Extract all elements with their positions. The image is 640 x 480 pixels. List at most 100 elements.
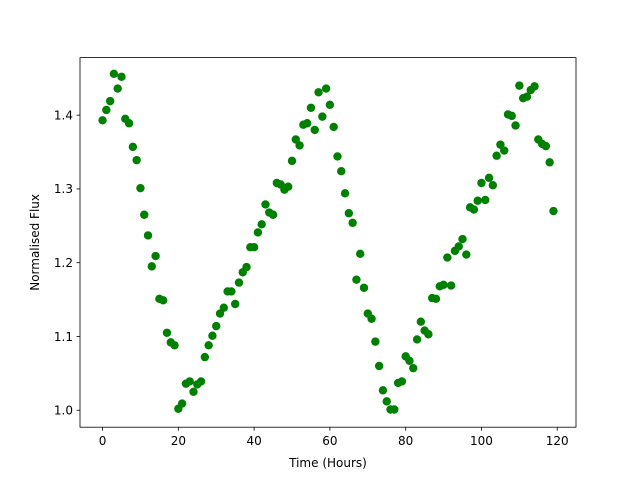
data-point [132,155,141,165]
data-point [128,142,138,152]
data-point [522,92,532,101]
data-point [481,195,490,205]
data-point [352,275,361,284]
data-point [268,210,278,219]
x-tick-label: 80 [398,434,413,448]
data-point [284,182,293,191]
data-point [409,363,418,373]
data-point [446,281,456,290]
x-tick-label: 100 [470,434,493,448]
data-point [102,105,111,115]
data-point [295,141,304,150]
y-tick-label: 1.4 [54,108,73,122]
data-point [333,152,342,161]
data-points [98,69,558,414]
data-point [454,242,463,251]
data-point [162,328,172,337]
data-point [151,251,160,261]
data-point [530,82,539,91]
data-point [397,377,407,386]
data-point [109,69,119,79]
data-point [310,125,319,135]
data-point [200,352,210,362]
data-point [105,96,115,106]
data-point [356,249,365,259]
data-point [469,205,479,214]
x-axis-label: Time (Hours) [288,456,367,470]
y-axis-ticks: 1.0 1.1 1.2 1.3 1.4 [54,108,80,418]
data-point [249,243,259,252]
data-point [208,331,217,340]
data-point [177,399,187,408]
data-point [230,299,240,309]
x-axis-ticks: 0 20 40 60 80 100 120 [99,427,569,448]
data-point [344,209,354,218]
x-tick-label: 20 [171,434,186,448]
data-point [515,81,524,90]
data-point [367,314,376,323]
data-point [378,386,388,395]
data-point [306,103,316,112]
data-point [416,317,426,326]
data-point [424,330,433,339]
data-point [443,253,452,262]
data-point [348,218,357,228]
data-point [117,72,126,81]
data-point [405,356,414,365]
data-point [196,377,206,386]
x-tick-label: 120 [546,434,569,448]
x-tick-label: 60 [322,434,337,448]
data-point [462,250,471,259]
data-point [185,377,194,386]
x-tick-label: 0 [99,434,107,448]
y-axis-label: Normalised Flux [28,194,42,291]
data-point [227,287,236,296]
data-point [147,262,156,271]
plot-frame [79,57,577,428]
plot-area [80,57,576,428]
data-point [374,361,384,371]
data-point [261,200,270,209]
data-point [314,88,323,97]
data-point [500,146,509,155]
y-tick-label: 1.3 [54,182,73,196]
y-tick-label: 1.1 [54,330,73,344]
data-point [219,303,228,312]
data-point [337,167,346,176]
data-point [382,397,391,406]
data-point [189,387,198,396]
y-tick-label: 1.0 [54,404,73,418]
data-point [477,178,486,188]
data-point [321,84,331,93]
data-point [390,405,399,414]
data-point [439,280,448,290]
data-point [253,228,263,237]
data-point [113,84,122,93]
data-point [458,234,467,244]
data-point [507,111,516,121]
data-point [287,156,297,166]
data-point [170,341,179,350]
data-point [340,189,350,198]
data-point [329,122,338,132]
data-point [318,112,327,121]
x-tick-label: 40 [246,434,261,448]
data-point [511,121,520,130]
data-point [234,278,244,287]
data-point [488,181,498,190]
data-point [124,119,134,128]
data-point [431,294,441,304]
data-point [302,119,312,128]
data-point [473,196,482,205]
data-point [204,341,213,350]
data-point [242,262,251,272]
data-point [549,206,558,216]
y-tick-label: 1.2 [54,256,73,270]
data-point [257,220,266,229]
data-point [143,231,153,240]
data-point [359,283,369,292]
data-point [158,296,168,305]
data-point [541,141,551,151]
data-point [212,321,221,331]
data-point [484,173,494,183]
